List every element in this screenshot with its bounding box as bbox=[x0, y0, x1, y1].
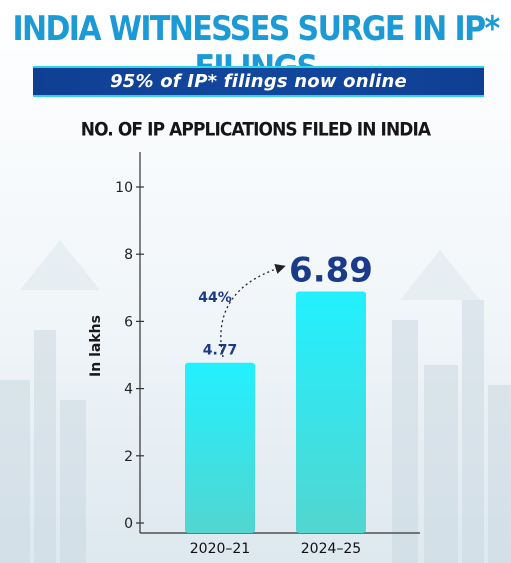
subtitle-banner: 95% of IP* filings now online bbox=[33, 66, 484, 97]
background-skyline bbox=[0, 240, 511, 563]
bar-2020–21 bbox=[185, 362, 255, 533]
bar-2024–25 bbox=[296, 291, 366, 533]
y-tick-label: 4 bbox=[124, 382, 133, 398]
y-tick-label: 0 bbox=[124, 516, 133, 532]
y-tick-label: 6 bbox=[124, 314, 133, 330]
x-category-label: 2020–21 bbox=[190, 541, 250, 557]
y-tick-label: 10 bbox=[115, 180, 133, 196]
subtitle-text: 95% of IP* filings now online bbox=[110, 71, 407, 92]
y-tick-label: 8 bbox=[124, 247, 133, 263]
growth-percent-label: 44% bbox=[198, 290, 232, 306]
x-category-label: 2024–25 bbox=[301, 541, 361, 557]
bar-value-label: 6.89 bbox=[289, 250, 373, 290]
bar-value-label: 4.77 bbox=[203, 343, 238, 359]
y-axis-label: In lakhs bbox=[88, 315, 104, 377]
chart-title: NO. OF IP APPLICATIONS FILED IN INDIA bbox=[80, 119, 431, 141]
y-tick-label: 2 bbox=[124, 449, 133, 465]
